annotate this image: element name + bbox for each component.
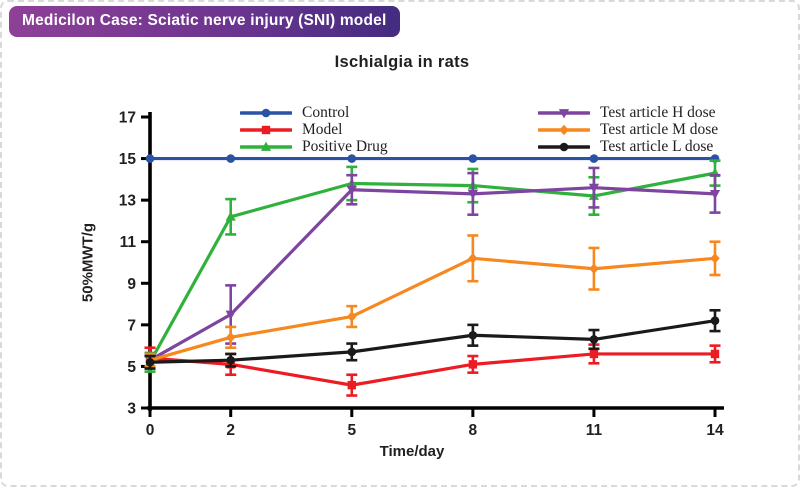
data-point-marker: [346, 185, 357, 196]
data-point-marker: [225, 211, 236, 221]
data-point-marker: [710, 349, 720, 359]
x-axis-label: Time/day: [379, 443, 445, 460]
case-badge: Medicilon Case: Sciatic nerve injury (SN…: [9, 6, 401, 37]
data-point-marker: [468, 360, 478, 369]
x-tick-label: 2: [226, 422, 235, 439]
data-point-marker: [709, 190, 721, 200]
data-point-marker: [468, 154, 478, 163]
data-point-marker: [589, 154, 599, 163]
x-tick-label: 0: [146, 422, 155, 439]
data-point-marker: [467, 190, 478, 200]
series-test-article-l-dose: [144, 309, 721, 370]
y-tick-label: 17: [119, 110, 136, 127]
y-tick-label: 9: [127, 276, 136, 293]
data-point-marker: [588, 183, 600, 194]
data-point-marker: [710, 253, 720, 264]
data-point-marker: [468, 330, 478, 340]
y-tick-label: 5: [127, 359, 136, 376]
data-point-marker: [145, 154, 155, 163]
y-tick-label: 3: [127, 401, 136, 418]
data-point-marker: [347, 311, 357, 322]
data-point-marker: [226, 332, 236, 343]
data-point-marker: [710, 316, 720, 326]
data-point-marker: [589, 335, 599, 344]
data-point-marker: [226, 154, 236, 163]
y-tick-label: 15: [119, 151, 137, 168]
x-tick-label: 11: [586, 422, 603, 439]
series-line-positive-drug: [148, 171, 717, 364]
y-tick-label: 11: [120, 234, 137, 251]
y-tick-label: 13: [119, 193, 137, 210]
data-point-marker: [347, 347, 357, 357]
series-line-model: [148, 352, 717, 387]
data-point-marker: [225, 310, 236, 320]
series-line-test-article-m-dose: [148, 256, 717, 362]
x-tick-label: 5: [347, 422, 356, 439]
y-tick-label: 7: [127, 317, 136, 334]
data-point-marker: [589, 349, 599, 359]
data-point-marker: [145, 357, 155, 367]
data-point-marker: [589, 263, 599, 275]
series-test-article-h-dose: [144, 166, 721, 368]
series-model: [144, 343, 721, 397]
series-test-article-m-dose: [144, 234, 721, 368]
y-axis-label: 50%MWT/g: [79, 222, 97, 303]
data-point-marker: [468, 253, 478, 264]
data-point-marker: [226, 355, 236, 365]
data-point-marker: [347, 154, 357, 163]
x-tick-label: 14: [706, 422, 724, 439]
data-point-marker: [347, 380, 356, 390]
series-line-test-article-l-dose: [148, 319, 717, 364]
series-control: [145, 154, 720, 163]
series-line-test-article-h-dose: [148, 186, 717, 362]
x-tick-label: 8: [469, 422, 478, 439]
chart-title: Ischialgia in rats: [334, 53, 470, 71]
